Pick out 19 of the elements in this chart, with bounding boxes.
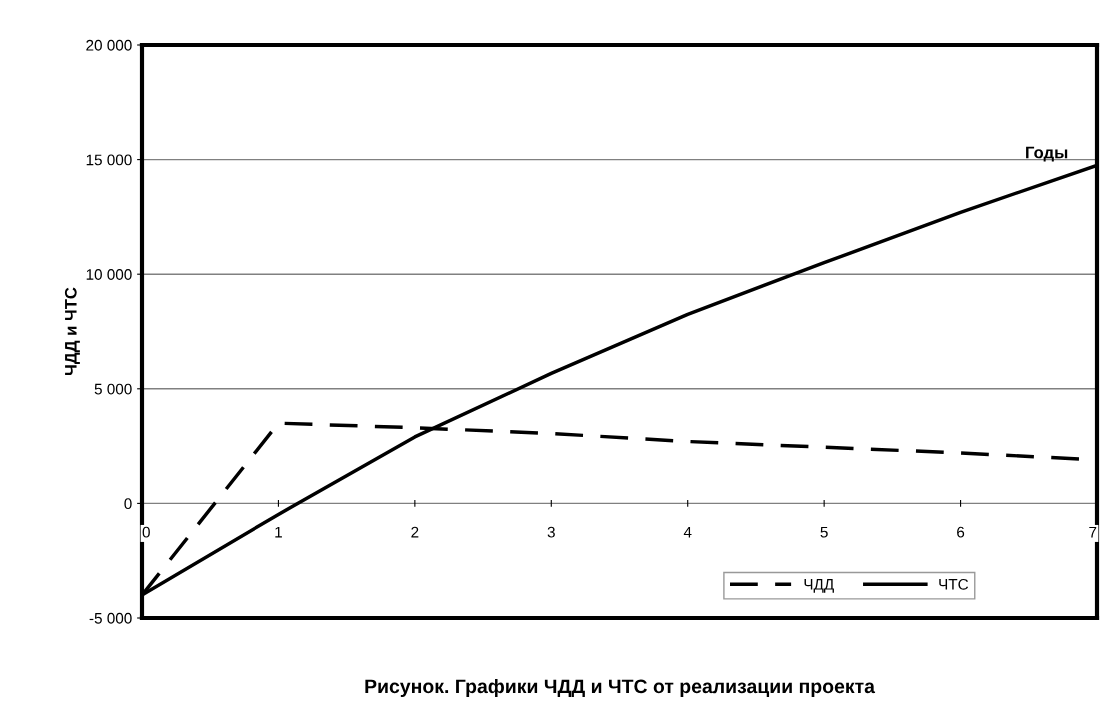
x-tick-label: 2: [411, 526, 419, 538]
legend-label: ЧТС: [939, 578, 969, 590]
legend-label: ЧДД: [804, 579, 834, 593]
x-tick-label: 3: [547, 526, 555, 538]
y-tick-label: 15 000: [86, 154, 132, 166]
x-tick-label: 1: [275, 526, 282, 538]
y-tick-label: 5 000: [94, 383, 132, 395]
x-tick-label: 5: [820, 526, 828, 538]
x-axis-title: Годы: [1026, 146, 1068, 162]
y-axis-title: ЧДД и ЧТС: [64, 287, 80, 376]
x-tick-label: 7: [1089, 526, 1097, 538]
x-tick-label: 6: [957, 526, 965, 538]
y-tick-label: 20 000: [86, 39, 132, 51]
x-tick-label: 4: [683, 526, 692, 538]
y-tick-label: 10 000: [86, 269, 132, 280]
x-tick-label: 0: [142, 526, 150, 538]
y-tick-label: 0: [124, 498, 132, 510]
y-tick-label: -5 000: [89, 612, 132, 624]
text: Рисунок. Графики ЧДД и ЧТС от реализации проекта: [365, 678, 876, 698]
